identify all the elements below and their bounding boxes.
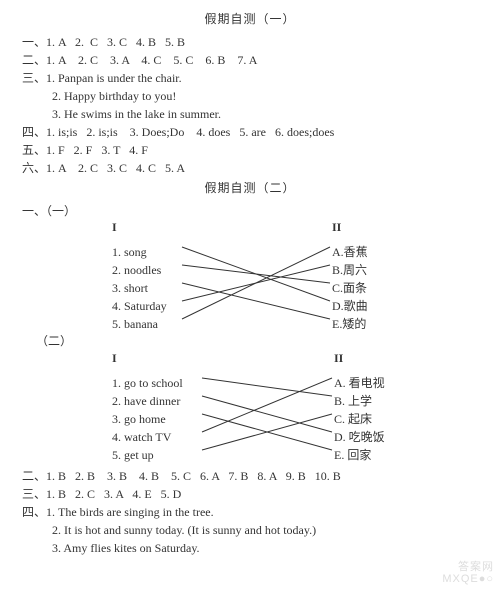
match-line: [202, 378, 332, 432]
t2-sec4-2: 2. It is hot and sunny today. (It is sun…: [22, 521, 478, 539]
t2-sec1-head: 一、（一）: [22, 202, 478, 220]
t1-sec5: 五、1. F 2. F 3. T 4. F: [22, 141, 478, 159]
test2-title: 假期自测（二）: [22, 179, 478, 196]
match-line: [202, 396, 332, 432]
match-line: [182, 283, 330, 319]
match-group-2: I1. go to school2. have dinner3. go home…: [52, 351, 472, 461]
watermark-l1: 答案网: [442, 561, 494, 573]
t1-sec1: 一、1. A 2. C 3. C 4. B 5. B: [22, 33, 478, 51]
t2-sec2: 二、1. B 2. B 3. B 4. B 5. C 6. A 7. B 8. …: [22, 467, 478, 485]
sub-two: （二）: [36, 332, 478, 349]
match-lines: [52, 220, 412, 330]
t1-sec2: 二、1. A 2. C 3. A 4. C 5. C 6. B 7. A: [22, 51, 478, 69]
t1-sec4: 四、1. is;is 2. is;is 3. Does;Do 4. does 5…: [22, 123, 478, 141]
t1-sec6: 六、1. A 2. C 3. C 4. C 5. A: [22, 159, 478, 177]
t1-sec3-1: 三、1. Panpan is under the chair.: [22, 69, 478, 87]
match-line: [202, 378, 332, 396]
match-line: [182, 247, 330, 319]
t1-sec3-2: 2. Happy birthday to you!: [22, 87, 478, 105]
t2-sec4-3: 3. Amy flies kites on Saturday.: [22, 539, 478, 557]
t2-sec3: 三、1. B 2. C 3. A 4. E 5. D: [22, 485, 478, 503]
page: { "colors": { "background": "#ffffff", "…: [0, 0, 500, 589]
match-lines: [52, 351, 414, 461]
match-group-1: I1. song2. noodles3. short4. Saturday5. …: [52, 220, 472, 330]
match-line: [182, 265, 330, 283]
t2-sec4-1: 四、1. The birds are singing in the tree.: [22, 503, 478, 521]
test1-title: 假期自测（一）: [22, 10, 478, 27]
t1-sec3-3: 3. He swims in the lake in summer.: [22, 105, 478, 123]
watermark-l2: MXQE●○: [442, 573, 494, 585]
watermark: 答案网 MXQE●○: [442, 561, 494, 585]
